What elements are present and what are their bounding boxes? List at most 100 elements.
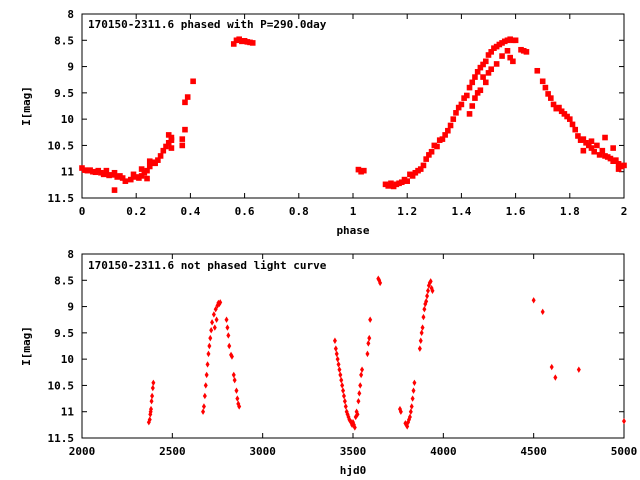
data-point (553, 374, 558, 381)
data-point (367, 334, 372, 342)
y-tick-label: 11.5 (48, 192, 75, 205)
x-tick-label: 5000 (611, 445, 638, 458)
x-tick-label: 2 (621, 205, 628, 218)
data-point (474, 69, 481, 75)
x-tick-label: 4500 (520, 445, 547, 458)
data-point (150, 384, 155, 392)
data-point (163, 143, 169, 150)
data-point (512, 37, 519, 44)
data-point (428, 278, 433, 285)
data-point (168, 145, 175, 151)
data-point (368, 316, 373, 323)
data-point (361, 167, 367, 174)
data-point (599, 147, 606, 154)
data-point (419, 329, 424, 337)
data-point (539, 78, 546, 85)
data-point (218, 299, 223, 306)
data-point (482, 79, 489, 86)
x-tick-label: 0.8 (289, 205, 309, 218)
data-point (531, 297, 536, 304)
data-point (234, 387, 239, 394)
y-tick-label: 10.5 (48, 139, 75, 152)
data-point (534, 67, 541, 74)
data-point (428, 148, 435, 155)
plot-frame (81, 253, 625, 439)
x-axis-label: hjd0 (340, 464, 367, 477)
data-point (184, 94, 191, 100)
data-point (447, 122, 454, 129)
data-point (231, 371, 236, 379)
data-point (591, 148, 597, 155)
data-point (149, 398, 154, 405)
y-tick-label: 11 (61, 166, 75, 179)
data-point (442, 132, 448, 138)
data-point (439, 136, 446, 142)
data-point (488, 66, 495, 72)
data-point (423, 156, 429, 162)
data-point (182, 99, 188, 106)
data-point (504, 48, 511, 54)
y-tick-label: 8 (67, 248, 74, 261)
data-point (149, 405, 154, 413)
data-point (615, 166, 622, 172)
data-point (572, 126, 579, 133)
data-point (499, 53, 505, 59)
data-point (144, 167, 150, 174)
data-point (421, 313, 426, 321)
data-point (550, 101, 557, 108)
data-point (507, 54, 513, 61)
data-point (182, 126, 188, 133)
y-axis-label: I[mag] (20, 86, 33, 126)
data-point (201, 408, 206, 415)
data-point (411, 387, 416, 394)
data-point (420, 324, 425, 331)
y-tick-label: 8 (67, 8, 74, 21)
data-point (540, 308, 545, 316)
data-point (378, 279, 383, 287)
x-tick-label: 0 (79, 205, 86, 218)
data-point (549, 363, 554, 371)
data-point (209, 327, 214, 334)
x-axis-label: phase (336, 224, 369, 237)
data-point (341, 387, 346, 394)
data-point (464, 92, 470, 99)
data-point (388, 180, 394, 187)
y-tick-label: 10 (61, 113, 74, 126)
y-tick-label: 9 (67, 61, 74, 74)
data-point (412, 379, 417, 386)
data-point (408, 408, 413, 415)
y-tick-label: 9.5 (54, 327, 74, 340)
data-point (548, 95, 554, 101)
data-point (596, 152, 603, 158)
data-point (485, 52, 492, 58)
data-point (203, 382, 208, 389)
y-tick-label: 8.5 (54, 274, 74, 287)
data-point (146, 163, 153, 170)
data-point (213, 306, 218, 313)
panel-2: 2000 2500 3000 3500 4000 4500 5000 8 8.5 9 9.5 10 10… (20, 248, 637, 477)
y-axis-label: I[mag] (20, 326, 33, 366)
data-point (622, 417, 626, 425)
data-point (152, 160, 158, 167)
y-tick-label: 8.5 (54, 34, 74, 47)
data-point (445, 127, 451, 134)
data-point (355, 411, 360, 418)
data-point (229, 353, 234, 360)
data-point (358, 382, 363, 389)
data-point (208, 334, 213, 342)
data-point (434, 143, 440, 150)
x-tick-label: 0.4 (180, 205, 200, 218)
y-tick-label: 9.5 (54, 87, 74, 100)
data-point (588, 138, 595, 145)
data-point (103, 167, 110, 174)
data-point (482, 58, 489, 65)
data-point (340, 382, 345, 389)
x-tick-label: 4000 (430, 445, 457, 458)
data-point (339, 376, 344, 384)
data-point (621, 162, 627, 169)
data-point (359, 371, 364, 379)
data-point (545, 91, 551, 97)
data-point (151, 379, 156, 386)
